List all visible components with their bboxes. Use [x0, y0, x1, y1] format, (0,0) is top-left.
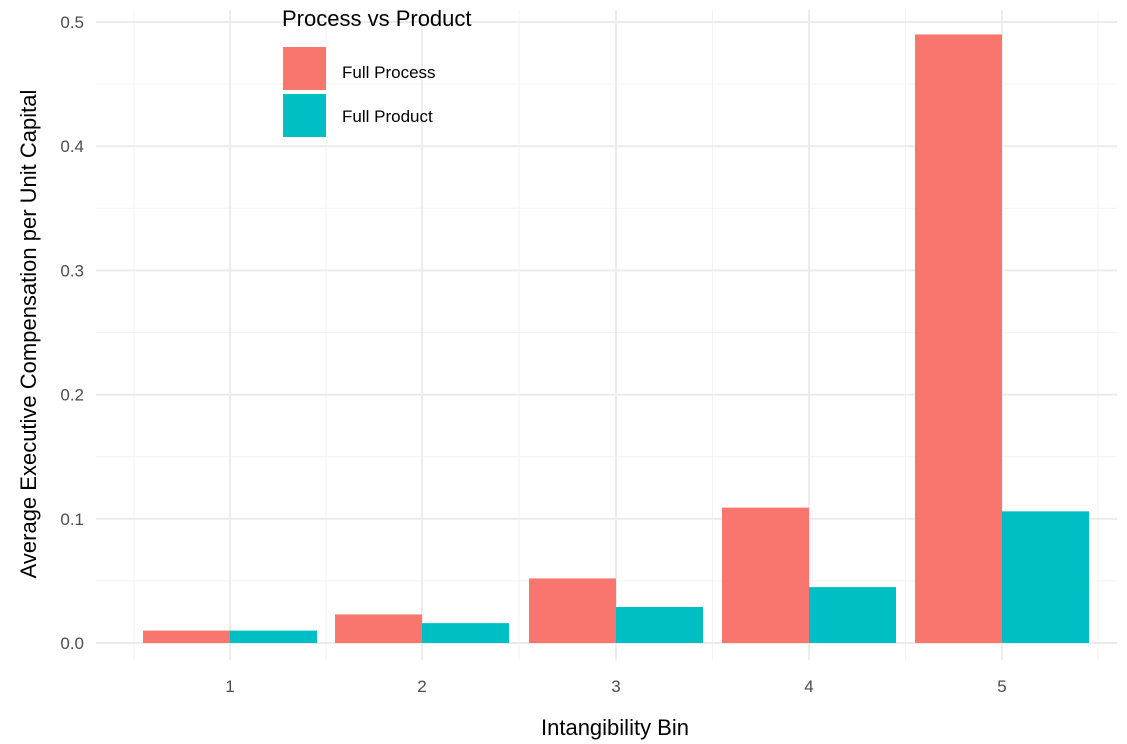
bar-full-process-2: [335, 614, 422, 643]
y-axis-ticks: 0.0 0.1 0.2 0.3 0.4 0.5: [60, 13, 84, 653]
legend-label-full-product: Full Product: [342, 107, 433, 126]
bar-full-process-1: [143, 630, 230, 643]
x-tick-label: 2: [417, 677, 426, 696]
bar-full-product-4: [809, 587, 896, 643]
y-tick-label: 0.4: [60, 137, 84, 156]
legend-key-full-process: [283, 47, 326, 90]
bar-full-product-3: [616, 606, 703, 643]
bars: [143, 34, 1089, 644]
x-tick-label: 5: [997, 677, 1006, 696]
y-tick-label: 0.3: [60, 261, 84, 280]
y-tick-label: 0.5: [60, 13, 84, 32]
y-tick-label: 0.2: [60, 386, 84, 405]
x-axis-title: Intangibility Bin: [541, 715, 689, 740]
bar-full-product-2: [422, 623, 509, 643]
bar-full-product-5: [1002, 511, 1089, 643]
bar-full-process-5: [915, 34, 1002, 644]
x-tick-label: 4: [804, 677, 813, 696]
bar-full-process-3: [529, 578, 616, 643]
y-tick-label: 0.0: [60, 634, 84, 653]
legend-label-full-process: Full Process: [342, 63, 436, 82]
x-tick-label: 1: [225, 677, 234, 696]
legend-title: Process vs Product: [282, 6, 472, 31]
bar-full-process-4: [722, 507, 809, 643]
y-tick-label: 0.1: [60, 510, 84, 529]
x-axis-ticks: 1 2 3 4 5: [225, 677, 1006, 696]
legend-key-full-product: [283, 94, 326, 137]
y-axis-title: Average Executive Compensation per Unit …: [16, 90, 41, 579]
bar-full-product-1: [230, 630, 317, 643]
legend: Process vs Product Full Process Full Pro…: [282, 6, 472, 137]
x-tick-label: 3: [611, 677, 620, 696]
